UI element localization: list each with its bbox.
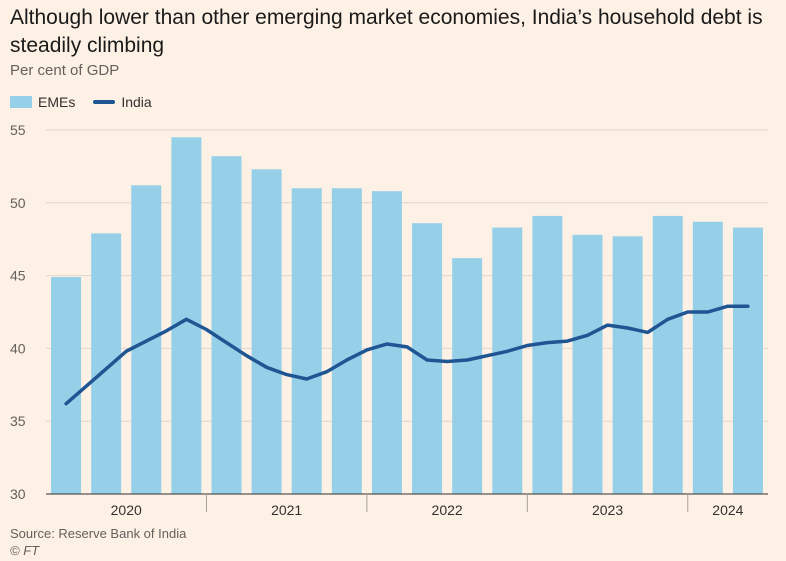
chart-subtitle: Per cent of GDP xyxy=(10,62,120,79)
y-tick-label-30: 30 xyxy=(10,486,26,502)
legend-swatch-india xyxy=(93,100,116,104)
legend-label-emes: EMEs xyxy=(38,94,76,110)
x-tick-label-2021: 2021 xyxy=(271,502,302,518)
bar-emes-2020-Q4 xyxy=(171,137,202,494)
credit: © FT xyxy=(10,543,40,558)
x-tick-label-2022: 2022 xyxy=(432,502,463,518)
bar-emes-2023-Q1 xyxy=(532,215,563,494)
bar-emes-2021-Q2 xyxy=(251,169,282,494)
bar-emes-2021-Q4 xyxy=(331,188,362,494)
bar-emes-2022-Q4 xyxy=(492,227,523,494)
bar-emes-2023-Q2 xyxy=(572,234,603,494)
x-tick-label-2023: 2023 xyxy=(592,502,623,518)
chart-title: Although lower than other emerging marke… xyxy=(10,6,763,57)
y-tick-label-40: 40 xyxy=(10,340,26,356)
bar-emes-2020-Q1 xyxy=(51,277,82,494)
line-india xyxy=(64,304,750,406)
chart-plot: 30 35 40 45 50 55 2020 2021 2022 2023 2024 xyxy=(10,122,768,518)
legend-label-india: India xyxy=(121,94,152,110)
bar-emes-2024-Q2 xyxy=(732,227,763,494)
bar-emes-2020-Q2 xyxy=(91,233,122,494)
bar-emes-2022-Q3 xyxy=(452,258,483,494)
legend-item-emes: EMEs xyxy=(10,94,75,110)
bar-emes-2021-Q1 xyxy=(211,156,242,494)
bar-emes-2021-Q3 xyxy=(291,188,322,494)
bar-emes-2024-Q1 xyxy=(692,221,723,494)
x-tick-label-2020: 2020 xyxy=(111,502,142,518)
bar-emes-2023-Q4 xyxy=(652,215,683,494)
y-tick-label-55: 55 xyxy=(10,122,26,138)
legend-item-india: India xyxy=(93,94,152,110)
y-tick-label-35: 35 xyxy=(10,413,26,429)
y-tick-label-50: 50 xyxy=(10,195,26,211)
legend-swatch-emes xyxy=(10,96,32,108)
bar-emes-2023-Q3 xyxy=(612,236,643,494)
y-tick-label-45: 45 xyxy=(10,268,26,284)
legend: EMEs India xyxy=(10,94,170,110)
x-tick-label-2024: 2024 xyxy=(712,502,743,518)
source-note: Source: Reserve Bank of India xyxy=(10,526,187,541)
